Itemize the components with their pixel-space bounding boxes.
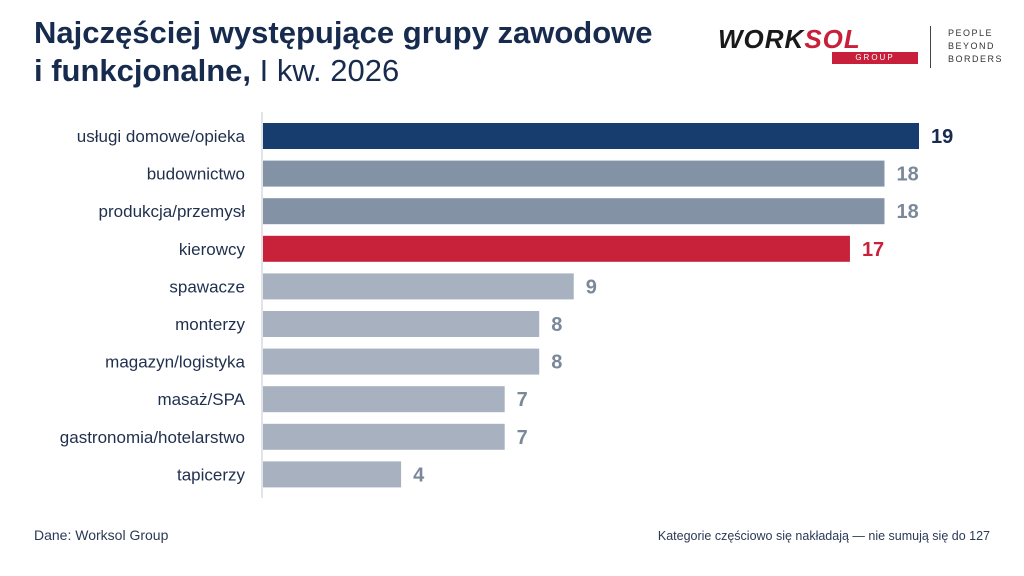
value-label: 7 [517,389,528,411]
title-line2-bold: i funkcjonalne, [34,53,252,88]
title-period: I kw. 2026 [251,53,400,88]
logo-tagline-line: PEOPLE [948,28,994,38]
category-label: gastronomia/hotelarstwo [60,428,245,447]
category-label: kierowcy [179,240,246,259]
value-label: 9 [586,276,597,298]
value-label: 4 [413,464,425,486]
logo-tagline-line: BEYOND [948,41,996,51]
category-label: budownictwo [147,165,245,184]
category-label: monterzy [175,315,245,334]
logo-group-badge: GROUP [832,52,918,64]
logo-tagline-line: BORDERS [948,54,1004,64]
logo-wordmark: WORKSOL [718,24,861,54]
worksol-logo: WORKSOL GROUP PEOPLE BEYOND BORDERS [718,24,1008,74]
category-label: tapicerzy [177,465,246,484]
logo-word-work: WORK [718,24,805,54]
bar [263,160,885,187]
value-label: 18 [896,201,918,223]
value-label: 18 [896,164,918,186]
category-label: usługi domowe/opieka [77,127,246,146]
bar [263,198,885,225]
bar [263,235,850,262]
value-label: 8 [551,352,562,374]
category-label: masaż/SPA [157,390,245,409]
value-label: 19 [931,126,953,148]
bar [263,386,505,413]
title-line1: Najczęściej występujące grupy zawodowe [34,15,653,50]
category-label: spawacze [169,277,245,296]
logo-divider [930,26,931,68]
logo-tagline: PEOPLE BEYOND BORDERS [948,27,1003,66]
source-note: Dane: Worksol Group [34,527,169,543]
bar [263,348,540,375]
value-label: 8 [551,314,562,336]
bar [263,123,919,149]
category-label: magazyn/logistyka [105,353,245,372]
bar [263,461,402,488]
overlap-note: Kategorie częściowo się nakładają — nie … [657,529,990,543]
category-label: produkcja/przemysł [99,202,246,221]
chart-title: Najczęściej występujące grupy zawodowe i… [34,14,653,90]
bar [263,273,574,300]
bar [263,311,540,337]
logo-word-sol: SOL [804,24,861,54]
bar [263,423,505,450]
value-label: 7 [517,427,528,449]
value-label: 17 [862,239,884,261]
